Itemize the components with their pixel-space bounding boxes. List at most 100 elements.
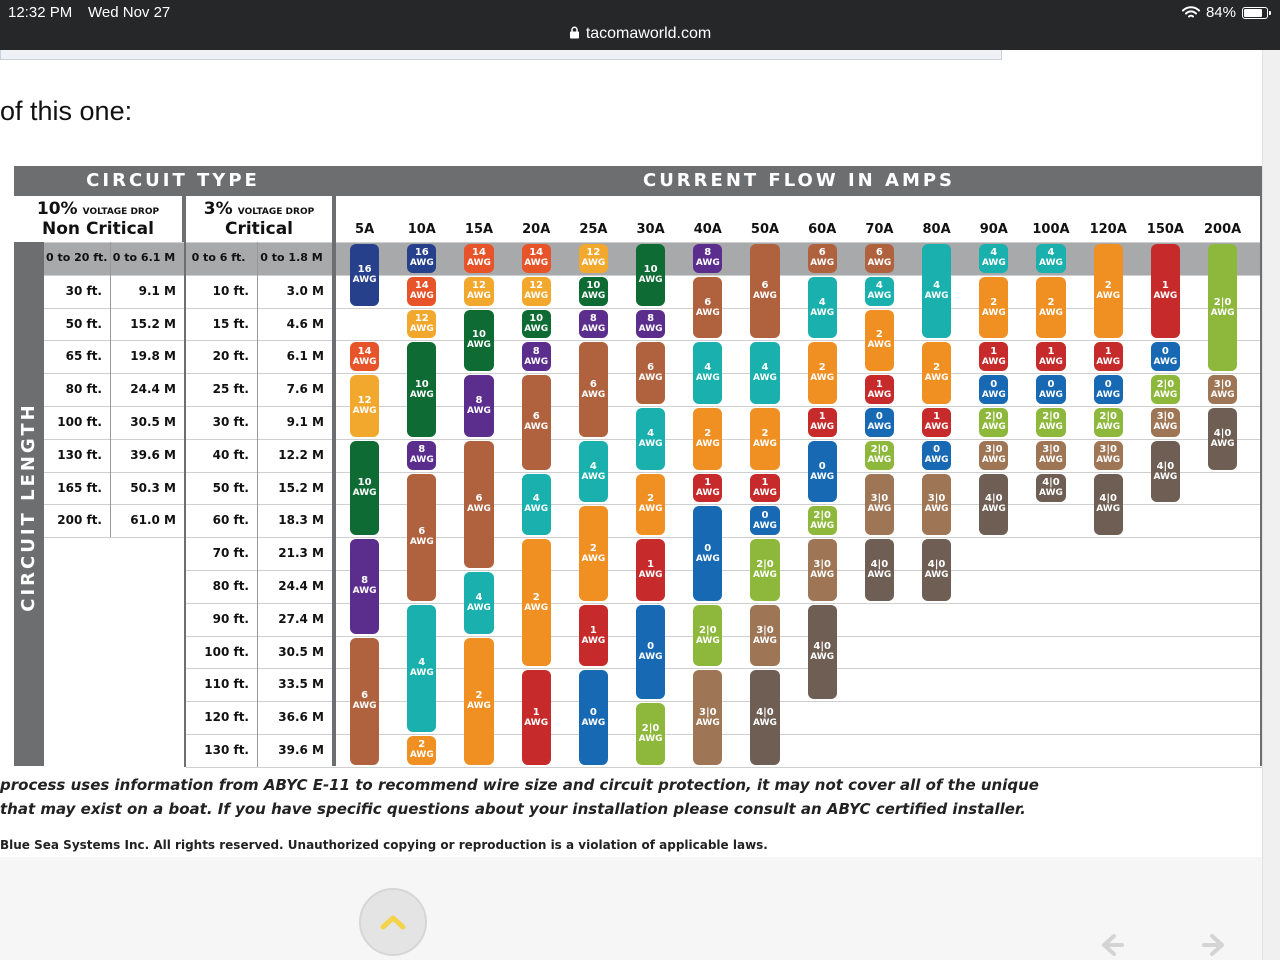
row-gridline [186, 701, 1262, 703]
awg-unit: AWG [581, 717, 606, 728]
length-cell: 50 ft. [65, 316, 102, 331]
awg-0-bar: 0 AWG [1093, 375, 1123, 404]
awg-3-0-bar: 3|0 AWG [807, 539, 837, 601]
copyright-text: Blue Sea Systems Inc. All rights reserve… [0, 838, 768, 852]
chart-footer: process uses information from ABYC E-11 … [0, 776, 1039, 852]
awg-unit: AWG [581, 258, 606, 269]
status-date: Wed Nov 27 [88, 4, 171, 21]
awg-unit: AWG [753, 438, 777, 449]
awg-number: 2 [647, 493, 655, 505]
awg-number: 6 [761, 280, 769, 292]
awg-2-0-bar: 2|0 AWG [636, 703, 666, 765]
amp-header-5a: 5A [355, 222, 375, 237]
awg-unit: AWG [467, 405, 491, 416]
awg-number: 3|0 [1099, 444, 1117, 456]
awg-unit: AWG [1153, 422, 1178, 433]
awg-2-bar: 2 AWG [578, 506, 608, 601]
length-cell: 24.4 M [278, 579, 324, 593]
awg-8-bar: 8 AWG [636, 309, 666, 339]
awg-number: 8 [418, 444, 426, 456]
length-cell: 30 ft. [212, 415, 249, 429]
awg-number: 3|0 [1213, 378, 1232, 390]
awg-unit: AWG [638, 651, 663, 662]
awg-4-bar: 4 AWG [521, 473, 551, 536]
awg-number: 0 [990, 378, 998, 390]
awg-unit: AWG [1096, 356, 1121, 367]
awg-number: 6 [532, 411, 540, 423]
length-cell: 0 to 6 ft. [191, 251, 246, 264]
length-cell: 100 ft. [204, 644, 249, 659]
awg-unit: AWG [524, 422, 549, 433]
awg-number: 2|0 [756, 558, 774, 570]
awg-6-bar: 6 AWG [578, 342, 608, 437]
scrollbar-track[interactable] [1262, 50, 1280, 960]
awg-3-0-bar: 3|0 AWG [864, 473, 894, 536]
awg-number: 6 [418, 526, 426, 538]
length-cell: 12.2 M [278, 447, 324, 462]
awg-number: 4 [589, 460, 597, 472]
back-arrow-icon[interactable] [1096, 930, 1126, 960]
awg-2-bar: 2 AWG [521, 539, 551, 667]
awg-8-bar: 8 AWG [350, 539, 380, 634]
amp-header-50a: 50A [750, 222, 780, 237]
awg-unit: AWG [1153, 389, 1178, 400]
quote-box-edge [0, 50, 1002, 60]
awg-number: 1 [1104, 345, 1112, 357]
awg-number: 4 [647, 427, 655, 439]
footer-line-1: process uses information from ABYC E-11 … [0, 776, 1039, 794]
awg-unit: AWG [810, 651, 835, 662]
col-divider [332, 166, 336, 766]
forward-arrow-icon[interactable] [1200, 930, 1230, 960]
awg-number: 0 [1047, 378, 1055, 390]
length-cell: 7.6 M [286, 382, 324, 397]
length-cell: 24.4 M [130, 382, 176, 397]
awg-unit: AWG [695, 635, 720, 646]
awg-number: 2 [818, 362, 826, 374]
awg-unit: AWG [695, 487, 720, 498]
scroll-to-top-button[interactable] [359, 888, 427, 956]
awg-unit: AWG [581, 635, 606, 646]
awg-number: 0 [1161, 345, 1169, 357]
awg-unit: AWG [1096, 291, 1121, 302]
length-cell: 0 to 20 ft. [46, 251, 108, 264]
address-bar[interactable]: tacomaworld.com [0, 25, 1280, 43]
awg-number: 2 [418, 739, 426, 751]
awg-number: 12 [529, 280, 544, 292]
awg-1-bar: 1 AWG [521, 670, 551, 765]
battery-percent: 84% [1205, 4, 1236, 21]
amp-header-20a: 20A [522, 222, 551, 237]
awg-number: 2 [875, 329, 883, 341]
awg-number: 0 [589, 706, 597, 718]
awg-1-bar: 1 AWG [636, 539, 666, 601]
awg-number: 4 [875, 280, 883, 292]
length-cell: 4.6 M [286, 316, 324, 331]
awg-number: 4|0 [813, 640, 831, 652]
lock-icon [569, 26, 579, 39]
awg-unit: AWG [810, 520, 835, 531]
awg-number: 10 [643, 263, 658, 275]
awg-unit: AWG [753, 373, 777, 384]
awg-number: 14 [529, 247, 544, 259]
awg-number: 3|0 [984, 444, 1003, 456]
awg-unit: AWG [753, 717, 777, 728]
awg-12-bar: 12 AWG [407, 309, 437, 339]
awg-number: 0 [933, 444, 941, 456]
awg-number: 2 [589, 542, 597, 554]
awg-number: 2 [1104, 280, 1112, 292]
row-gridline [186, 602, 1262, 604]
chevron-up-icon [380, 915, 406, 930]
awg-unit: AWG [981, 455, 1006, 466]
awg-unit: AWG [810, 258, 835, 269]
awg-0-bar: 0 AWG [1036, 375, 1066, 404]
status-right: 84% [1181, 4, 1271, 21]
awg-unit: AWG [467, 602, 491, 613]
awg-unit: AWG [867, 455, 892, 466]
awg-4-bar: 4 AWG [578, 440, 608, 503]
awg-6-bar: 6 AWG [750, 244, 780, 339]
awg-unit: AWG [409, 258, 434, 269]
awg-number: 3|0 [1042, 444, 1060, 456]
awg-unit: AWG [524, 291, 549, 302]
awg-4-bar: 4 AWG [636, 408, 666, 470]
awg-unit: AWG [1210, 389, 1235, 400]
awg-0-bar: 0 AWG [693, 506, 723, 601]
